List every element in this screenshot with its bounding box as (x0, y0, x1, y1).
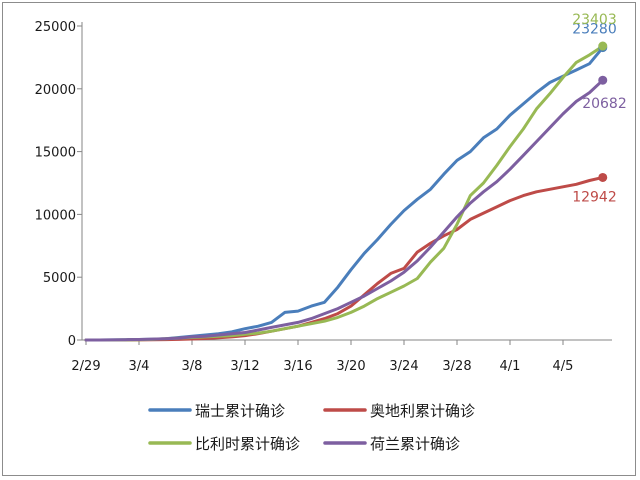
chart-frame (2, 2, 636, 476)
series-end-label: 12942 (572, 189, 617, 205)
series-end-label: 23280 (572, 22, 617, 38)
x-tick-label: 3/20 (336, 359, 365, 374)
series-end-marker (598, 172, 608, 182)
end-markers (598, 41, 608, 182)
x-tick-label: 3/4 (129, 359, 150, 374)
legend-item: 奥地利累计确诊 (323, 402, 475, 420)
legend-item: 瑞士累计确诊 (148, 402, 285, 420)
legend-item: 荷兰累计确诊 (323, 435, 460, 453)
legend-label: 荷兰累计确诊 (370, 435, 460, 453)
series-end-label: 23403 (572, 12, 617, 28)
x-tick-label: 3/8 (182, 359, 203, 374)
x-tick-label: 2/29 (71, 359, 100, 374)
x-tick-label: 3/12 (230, 359, 259, 374)
series-line (84, 44, 605, 342)
series-end-label: 20682 (582, 96, 627, 112)
y-tick-label: 20000 (35, 83, 76, 98)
series-line (84, 78, 605, 342)
x-tick-label: 3/16 (283, 359, 312, 374)
series-end-marker (598, 41, 608, 51)
series-end-marker (598, 75, 608, 85)
x-tick-label: 3/28 (442, 359, 471, 374)
x-tick-label: 3/24 (389, 359, 418, 374)
y-tick-label: 15000 (35, 146, 76, 161)
end-labels: 23280 12942 23403 20682 (572, 12, 627, 205)
series-lines (84, 44, 605, 342)
y-tick-labels: 0 5000 10000 15000 20000 25000 (35, 20, 76, 349)
x-tick-label: 4/5 (553, 359, 574, 374)
y-tick-label: 0 (68, 334, 76, 349)
legend-label: 比利时累计确诊 (195, 435, 300, 453)
y-tick-label: 25000 (35, 20, 76, 35)
legend-item: 比利时累计确诊 (148, 435, 300, 453)
x-tick-labels: 2/29 3/4 3/8 3/12 3/16 3/20 3/24 3/28 4/1 4/5 (71, 359, 573, 374)
y-tick-label: 10000 (35, 208, 76, 223)
legend-label: 奥地利累计确诊 (370, 402, 475, 420)
x-tick-label: 4/1 (500, 359, 521, 374)
y-tick-label: 5000 (43, 271, 76, 286)
axes (77, 22, 612, 345)
legend-label: 瑞士累计确诊 (195, 402, 285, 420)
